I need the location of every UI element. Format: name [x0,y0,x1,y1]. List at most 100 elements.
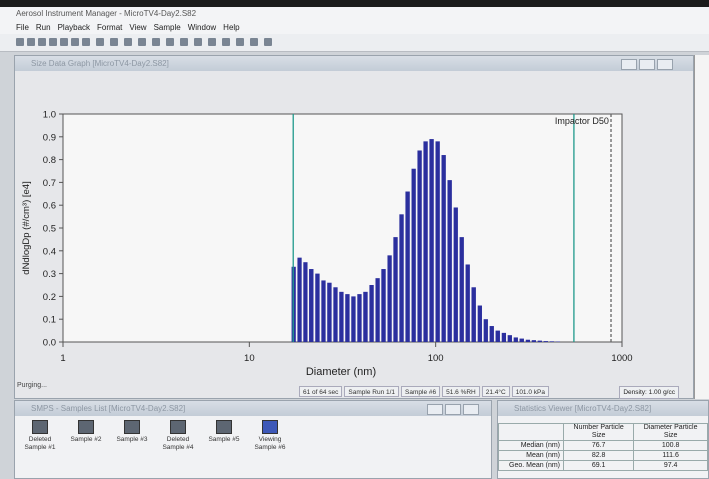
bar [357,294,361,342]
bar [417,150,421,342]
menu-item[interactable]: Help [223,21,239,34]
bar [502,333,506,342]
bar [544,341,548,342]
bar [309,269,313,342]
graph-window-title: Size Data Graph [MicroTV4-Day2.S82] [15,56,693,71]
menu-item[interactable]: Playback [58,21,90,34]
toolbar-button[interactable] [96,38,104,46]
toolbar-button[interactable] [152,38,160,46]
sample-icon [216,420,232,434]
bar [387,255,391,342]
status-field: 61 of 64 sec [299,386,342,397]
side-panel [694,55,709,399]
bar [345,294,349,342]
table-cell: 97.4 [634,461,708,471]
y-tick-label: 0.7 [43,178,56,189]
bar [412,169,416,342]
toolbar-button[interactable] [60,38,68,46]
close-button[interactable] [657,59,673,70]
sample-item[interactable]: Viewing Sample #6 [249,420,291,452]
toolbar-button[interactable] [124,38,132,46]
toolbar-button[interactable] [208,38,216,46]
y-tick-label: 0.5 [43,224,56,235]
status-field: Sample Run 1/1 [344,386,399,397]
toolbar-button[interactable] [166,38,174,46]
toolbar-button[interactable] [194,38,202,46]
sample-icon [32,420,48,434]
y-tick-label: 0.9 [43,132,56,143]
toolbar-button[interactable] [250,38,258,46]
sample-icon [124,420,140,434]
toolbar-button[interactable] [71,38,79,46]
graph-window: Size Data Graph [MicroTV4-Day2.S82] Diam… [14,55,694,399]
y-tick-label: 0.6 [43,201,56,212]
title-bar: Aerosol Instrument Manager - MicroTV4-Da… [0,7,709,21]
bar [490,326,494,342]
screen-bezel [0,0,709,7]
bar [466,264,470,342]
y-tick-label: 0.1 [43,315,56,326]
bar [460,237,464,342]
toolbar-button[interactable] [236,38,244,46]
bar [471,287,475,342]
bar [442,155,446,342]
row-label: Mean (nm) [499,451,564,461]
column-header: Diameter Particle Size [634,424,708,441]
bar [447,180,451,342]
toolbar-button[interactable] [138,38,146,46]
bar [550,341,554,342]
menu-item[interactable]: Format [97,21,122,34]
bar [484,319,488,342]
bar [315,274,319,342]
sample-item[interactable]: Deleted Sample #4 [157,420,199,452]
minimize-button[interactable] [427,404,443,415]
toolbar-button[interactable] [222,38,230,46]
close-button[interactable] [463,404,479,415]
toolbar-button[interactable] [27,38,35,46]
y-tick-label: 1.0 [43,110,56,121]
menu-item[interactable]: Run [36,21,51,34]
toolbar-button[interactable] [180,38,188,46]
toolbar-button[interactable] [49,38,57,46]
menu-item[interactable]: Sample [154,21,181,34]
bar [508,335,512,342]
sample-label: Sample #2 [65,436,107,444]
status-text: Purging... [17,382,47,389]
y-tick-label: 0.0 [43,338,56,349]
menu-item[interactable]: View [129,21,146,34]
table-cell: 69.1 [564,461,634,471]
bar [351,296,355,342]
maximize-button[interactable] [639,59,655,70]
menu-item[interactable]: File [16,21,29,34]
bar [381,269,385,342]
sample-item[interactable]: Sample #5 [203,420,245,452]
sample-item[interactable]: Sample #3 [111,420,153,452]
bar [532,340,536,342]
size-data-chart: Diameter (nm) dNdlogDp (#/cm³) [e4] 0.00… [15,71,693,381]
bar [496,331,500,342]
toolbar-button[interactable] [264,38,272,46]
sample-item[interactable]: Sample #2 [65,420,107,452]
toolbar-button[interactable] [110,38,118,46]
sample-item[interactable]: Deleted Sample #1 [19,420,61,452]
sample-label: Sample #5 [203,436,245,444]
bar [393,237,397,342]
menu-item[interactable]: Window [188,21,216,34]
toolbar-button[interactable] [82,38,90,46]
bar [526,340,530,342]
x-axis-label: Diameter (nm) [306,366,376,378]
minimize-button[interactable] [621,59,637,70]
toolbar-button[interactable] [16,38,24,46]
statistics-window-title: Statistics Viewer [MicroTV4-Day2.S82] [498,401,708,416]
maximize-button[interactable] [445,404,461,415]
toolbar-button[interactable] [38,38,46,46]
table-cell: 100.8 [634,441,708,451]
bar [454,207,458,342]
x-tick-label: 100 [428,353,444,364]
